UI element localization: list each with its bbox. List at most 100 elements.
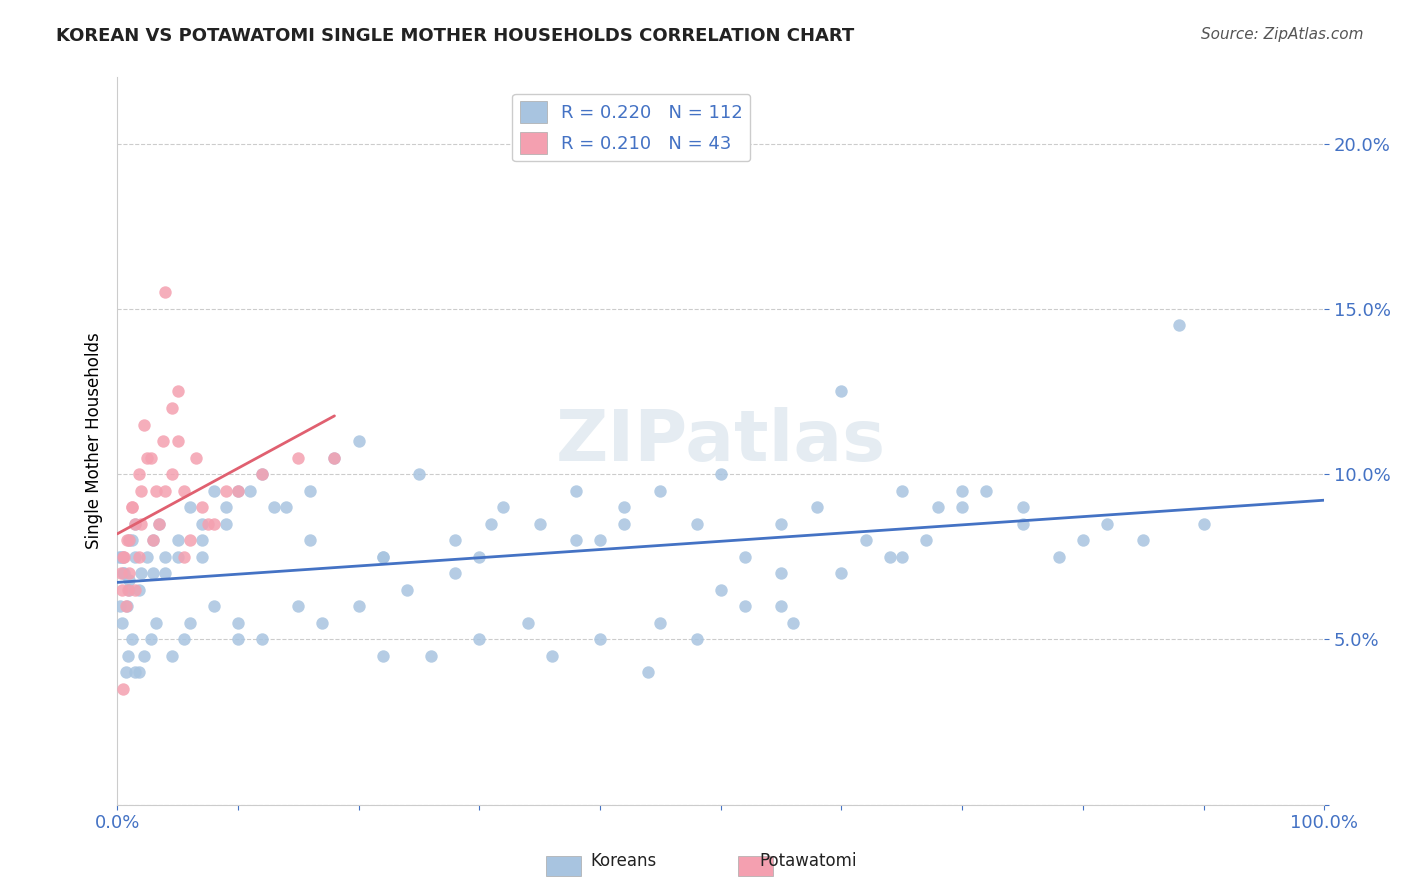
Point	[323, 450, 346, 465]
Point	[492, 500, 515, 515]
Legend: R = 0.220   N = 112, R = 0.210   N = 43: R = 0.220 N = 112, R = 0.210 N = 43	[512, 94, 751, 161]
Point	[173, 632, 195, 647]
Point	[166, 533, 188, 548]
Point	[890, 549, 912, 564]
Point	[124, 665, 146, 680]
Point	[179, 533, 201, 548]
Point	[142, 566, 165, 581]
Point	[124, 582, 146, 597]
Point	[112, 681, 135, 696]
Point	[110, 549, 132, 564]
Point	[179, 615, 201, 630]
Point	[155, 483, 177, 498]
Point	[132, 648, 155, 663]
Point	[215, 500, 238, 515]
Point	[190, 500, 212, 515]
Point	[408, 467, 430, 482]
Point	[371, 549, 394, 564]
Point	[128, 549, 150, 564]
Point	[444, 533, 467, 548]
Text: Potawatomi: Potawatomi	[759, 852, 856, 870]
Point	[112, 549, 135, 564]
Point	[276, 500, 298, 515]
Point	[1192, 516, 1215, 531]
Point	[226, 483, 249, 498]
Point	[890, 483, 912, 498]
Point	[121, 533, 143, 548]
Point	[589, 632, 612, 647]
Point	[136, 549, 159, 564]
Point	[190, 533, 212, 548]
Point	[160, 648, 183, 663]
Text: Koreans: Koreans	[591, 852, 657, 870]
Point	[226, 483, 249, 498]
Point	[121, 632, 143, 647]
Point	[117, 648, 139, 663]
Point	[155, 285, 177, 300]
Point	[184, 450, 207, 465]
Point	[136, 450, 159, 465]
Point	[215, 483, 238, 498]
Point	[117, 582, 139, 597]
Text: ZIPatlas: ZIPatlas	[555, 407, 886, 475]
Point	[114, 665, 136, 680]
Point	[115, 533, 138, 548]
Point	[420, 648, 443, 663]
Point	[155, 566, 177, 581]
Point	[124, 549, 146, 564]
Point	[142, 533, 165, 548]
Point	[111, 615, 134, 630]
Point	[287, 599, 309, 614]
Point	[166, 549, 188, 564]
Point	[148, 516, 170, 531]
Point	[770, 566, 793, 581]
Point	[734, 599, 756, 614]
Point	[1011, 516, 1033, 531]
Point	[529, 516, 551, 531]
Point	[710, 467, 733, 482]
Point	[950, 483, 973, 498]
Point	[950, 500, 973, 515]
Point	[685, 516, 707, 531]
Point	[152, 434, 174, 448]
Point	[190, 516, 212, 531]
Point	[371, 648, 394, 663]
Point	[131, 516, 153, 531]
Point	[160, 467, 183, 482]
Point	[347, 434, 370, 448]
Point	[395, 582, 418, 597]
Point	[148, 516, 170, 531]
Point	[650, 483, 672, 498]
Point	[114, 549, 136, 564]
Point	[1071, 533, 1094, 548]
Point	[173, 549, 195, 564]
Point	[124, 516, 146, 531]
Point	[250, 632, 273, 647]
Point	[179, 500, 201, 515]
Point	[139, 450, 162, 465]
Point	[124, 516, 146, 531]
Point	[226, 632, 249, 647]
Point	[190, 549, 212, 564]
Point	[112, 566, 135, 581]
Point	[565, 533, 588, 548]
Point	[114, 599, 136, 614]
Point	[115, 599, 138, 614]
Point	[197, 516, 219, 531]
Point	[226, 615, 249, 630]
Point	[650, 615, 672, 630]
Point	[202, 516, 225, 531]
Point	[145, 615, 167, 630]
Point	[160, 401, 183, 415]
Point	[173, 483, 195, 498]
Point	[131, 483, 153, 498]
Point	[118, 582, 141, 597]
Point	[855, 533, 877, 548]
Point	[830, 566, 852, 581]
Point	[347, 599, 370, 614]
Point	[118, 533, 141, 548]
Point	[974, 483, 997, 498]
Point	[155, 549, 177, 564]
Point	[637, 665, 659, 680]
Point	[516, 615, 538, 630]
